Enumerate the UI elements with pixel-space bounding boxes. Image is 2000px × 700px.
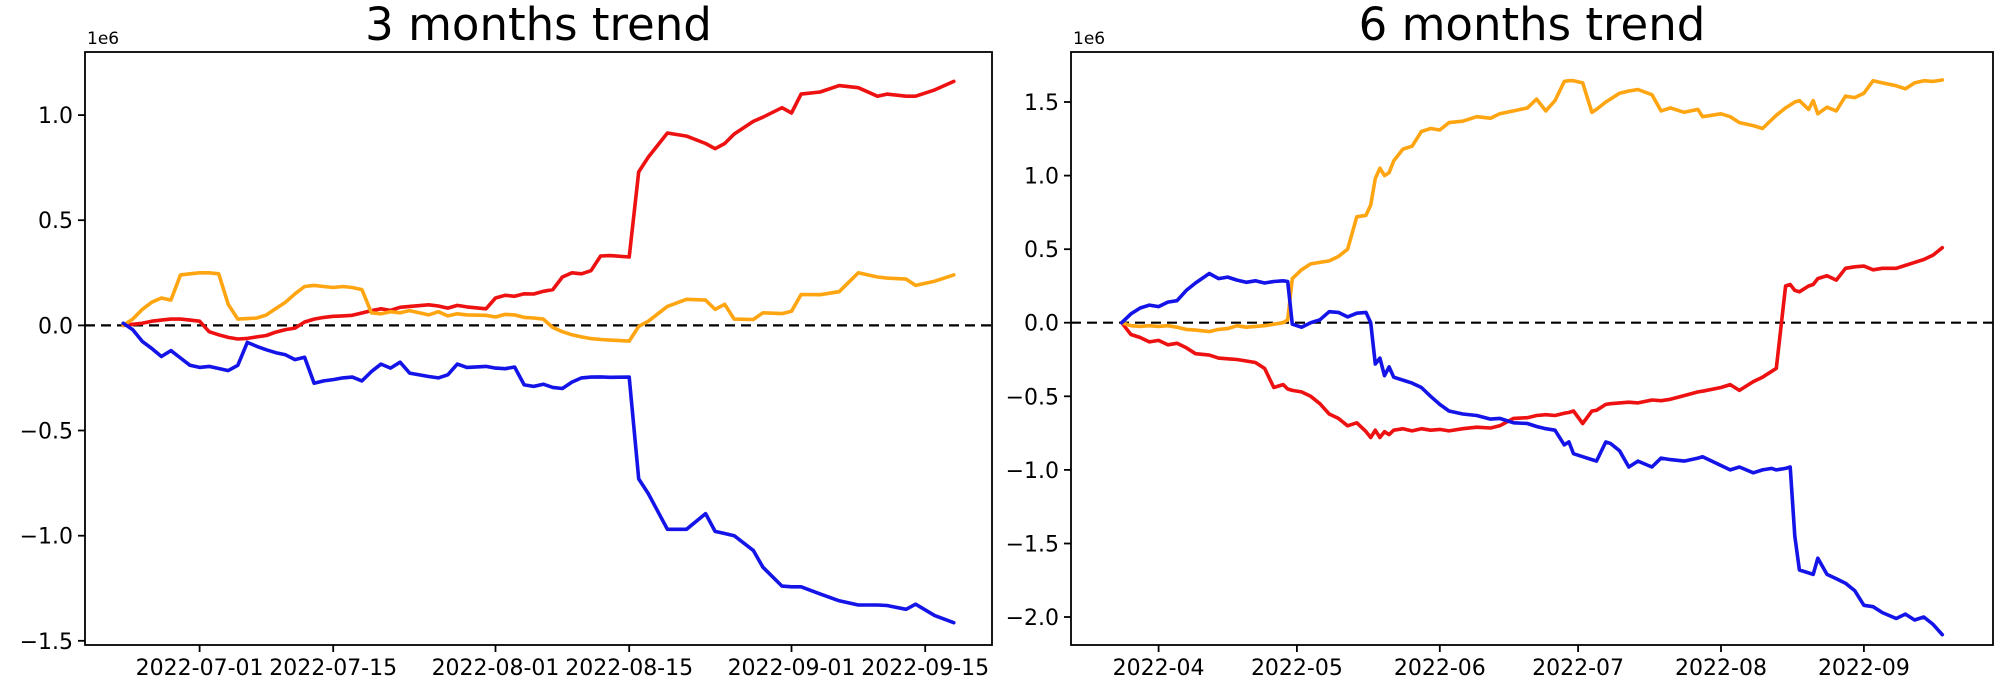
- series-red-line-1: [1119, 245, 1945, 440]
- y-tick-label: −0.5: [20, 420, 73, 445]
- series-orange-line-0: [121, 270, 956, 343]
- series-red-line-0: [121, 79, 956, 341]
- x-tick-label: 2022-07: [1532, 656, 1624, 681]
- y-tick-label: −1.5: [20, 630, 73, 655]
- series-blue-line-0: [121, 321, 956, 625]
- x-tick-label: 2022-08-01: [432, 656, 560, 681]
- plot-frame: [1070, 51, 1994, 646]
- y-tick-label: 0.5: [1024, 238, 1059, 263]
- y-tick-label: 0.0: [38, 314, 73, 339]
- y-tick-label: −1.5: [1006, 533, 1059, 558]
- y-tick-label: −1.0: [1006, 459, 1059, 484]
- y-tick-label: 1.5: [1024, 91, 1059, 116]
- y-tick-label: 0.5: [38, 209, 73, 234]
- y-axis-offset-label: 1e6: [1073, 29, 1105, 49]
- x-tick-label: 2022-07-15: [269, 656, 397, 681]
- x-tick-label: 2022-05: [1251, 656, 1343, 681]
- x-tick-label: 2022-04: [1113, 656, 1205, 681]
- x-tick-label: 2022-08: [1675, 656, 1767, 681]
- chart-title-6-months: 6 months trend: [1358, 0, 1706, 51]
- y-tick-label: 0.0: [1024, 312, 1059, 337]
- chart-title-3-months: 3 months trend: [365, 0, 712, 51]
- y-axis-offset-label: 1e6: [87, 29, 119, 49]
- series-orange-line-1: [1119, 78, 1945, 334]
- x-tick-label: 2022-09-01: [728, 656, 856, 681]
- x-tick-label: 2022-09-15: [861, 656, 989, 681]
- y-tick-label: 1.0: [1024, 165, 1059, 190]
- y-tick-label: 1.0: [38, 104, 73, 129]
- y-tick-label: −2.0: [1006, 606, 1059, 631]
- x-tick-label: 2022-08-15: [565, 656, 693, 681]
- x-tick-label: 2022-06: [1394, 656, 1486, 681]
- plot-frame: [84, 51, 993, 646]
- y-tick-label: −1.0: [20, 525, 73, 550]
- series-blue-line-1: [1119, 271, 1945, 637]
- x-tick-label: 2022-07-01: [136, 656, 264, 681]
- y-tick-label: −0.5: [1006, 385, 1059, 410]
- x-tick-label: 2022-09: [1818, 656, 1910, 681]
